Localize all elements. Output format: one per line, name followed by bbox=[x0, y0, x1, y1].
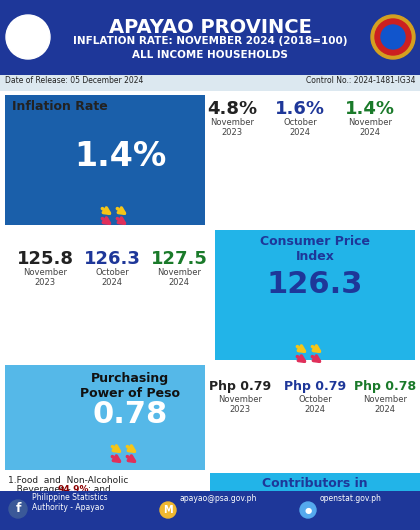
Text: ALL INCOME HOUSEHOLDS: ALL INCOME HOUSEHOLDS bbox=[132, 50, 288, 60]
Text: 1.6%: 1.6% bbox=[275, 100, 325, 118]
Text: Php 0.79: Php 0.79 bbox=[209, 380, 271, 393]
Text: November
2023: November 2023 bbox=[23, 268, 67, 287]
Text: 1.Food  and  Non-Alcoholic: 1.Food and Non-Alcoholic bbox=[8, 476, 129, 485]
Text: Consumer Price
Index: Consumer Price Index bbox=[260, 235, 370, 263]
Text: APAYAO PROVINCE: APAYAO PROVINCE bbox=[108, 18, 312, 37]
Text: openstat.gov.ph: openstat.gov.ph bbox=[320, 494, 382, 503]
Text: 127.5: 127.5 bbox=[150, 250, 207, 268]
Text: Philippine Statistics
Authority - Apayao: Philippine Statistics Authority - Apayao bbox=[32, 493, 108, 513]
Text: 1.4%: 1.4% bbox=[74, 140, 166, 173]
Text: 0.78: 0.78 bbox=[92, 400, 168, 429]
FancyBboxPatch shape bbox=[0, 473, 420, 530]
Text: Php 0.79: Php 0.79 bbox=[284, 380, 346, 393]
Text: f: f bbox=[15, 502, 21, 516]
Text: Purchasing
Power of Peso: Purchasing Power of Peso bbox=[80, 372, 180, 400]
Text: Contributors in
the Downtrend: Contributors in the Downtrend bbox=[262, 477, 368, 505]
Text: Php 0.78: Php 0.78 bbox=[354, 380, 416, 393]
Text: 2.Housing,  Water,  Electricity,: 2.Housing, Water, Electricity, bbox=[8, 496, 145, 505]
Text: November
2024: November 2024 bbox=[348, 118, 392, 137]
Text: October
2024: October 2024 bbox=[95, 268, 129, 287]
FancyBboxPatch shape bbox=[210, 473, 420, 530]
Text: 4.8%: 4.8% bbox=[207, 100, 257, 118]
Text: October
2024: October 2024 bbox=[298, 395, 332, 414]
Text: October
2024: October 2024 bbox=[283, 118, 317, 137]
Text: 5.1%: 5.1% bbox=[95, 506, 120, 515]
Text: 94.9%: 94.9% bbox=[57, 485, 89, 494]
Text: 125.8: 125.8 bbox=[16, 250, 73, 268]
Text: Beverages -: Beverages - bbox=[8, 485, 74, 494]
Text: November
2024: November 2024 bbox=[157, 268, 201, 287]
Circle shape bbox=[6, 15, 50, 59]
Text: Date of Release: 05 December 2024: Date of Release: 05 December 2024 bbox=[5, 76, 143, 85]
FancyBboxPatch shape bbox=[0, 91, 420, 471]
Circle shape bbox=[160, 502, 176, 518]
Circle shape bbox=[375, 19, 411, 55]
FancyBboxPatch shape bbox=[0, 473, 210, 530]
Text: Inflation Rate: Inflation Rate bbox=[12, 100, 108, 113]
FancyBboxPatch shape bbox=[0, 0, 420, 75]
Text: ●: ● bbox=[304, 506, 312, 515]
FancyBboxPatch shape bbox=[5, 95, 205, 225]
Text: November
2023: November 2023 bbox=[218, 395, 262, 414]
FancyBboxPatch shape bbox=[0, 491, 420, 530]
Text: Control No.: 2024-1481-IG34: Control No.: 2024-1481-IG34 bbox=[305, 76, 415, 85]
Circle shape bbox=[371, 15, 415, 59]
FancyBboxPatch shape bbox=[5, 365, 205, 470]
Text: INFLATION RATE: NOVEMBER 2024 (2018=100): INFLATION RATE: NOVEMBER 2024 (2018=100) bbox=[73, 36, 347, 46]
Text: 126.3: 126.3 bbox=[267, 270, 363, 299]
Text: M: M bbox=[163, 505, 173, 515]
FancyBboxPatch shape bbox=[0, 75, 420, 91]
Text: apayao@psa.gov.ph: apayao@psa.gov.ph bbox=[180, 494, 257, 503]
FancyBboxPatch shape bbox=[215, 230, 415, 360]
Circle shape bbox=[300, 502, 316, 518]
Text: November
2023: November 2023 bbox=[210, 118, 254, 137]
Circle shape bbox=[9, 500, 27, 518]
Text: 126.3: 126.3 bbox=[84, 250, 140, 268]
Text: Gas and Other Fuels -: Gas and Other Fuels - bbox=[8, 506, 117, 515]
Circle shape bbox=[381, 25, 405, 49]
Text: 1.4%: 1.4% bbox=[345, 100, 395, 118]
Text: November
2024: November 2024 bbox=[363, 395, 407, 414]
Text: ; and: ; and bbox=[88, 485, 111, 494]
